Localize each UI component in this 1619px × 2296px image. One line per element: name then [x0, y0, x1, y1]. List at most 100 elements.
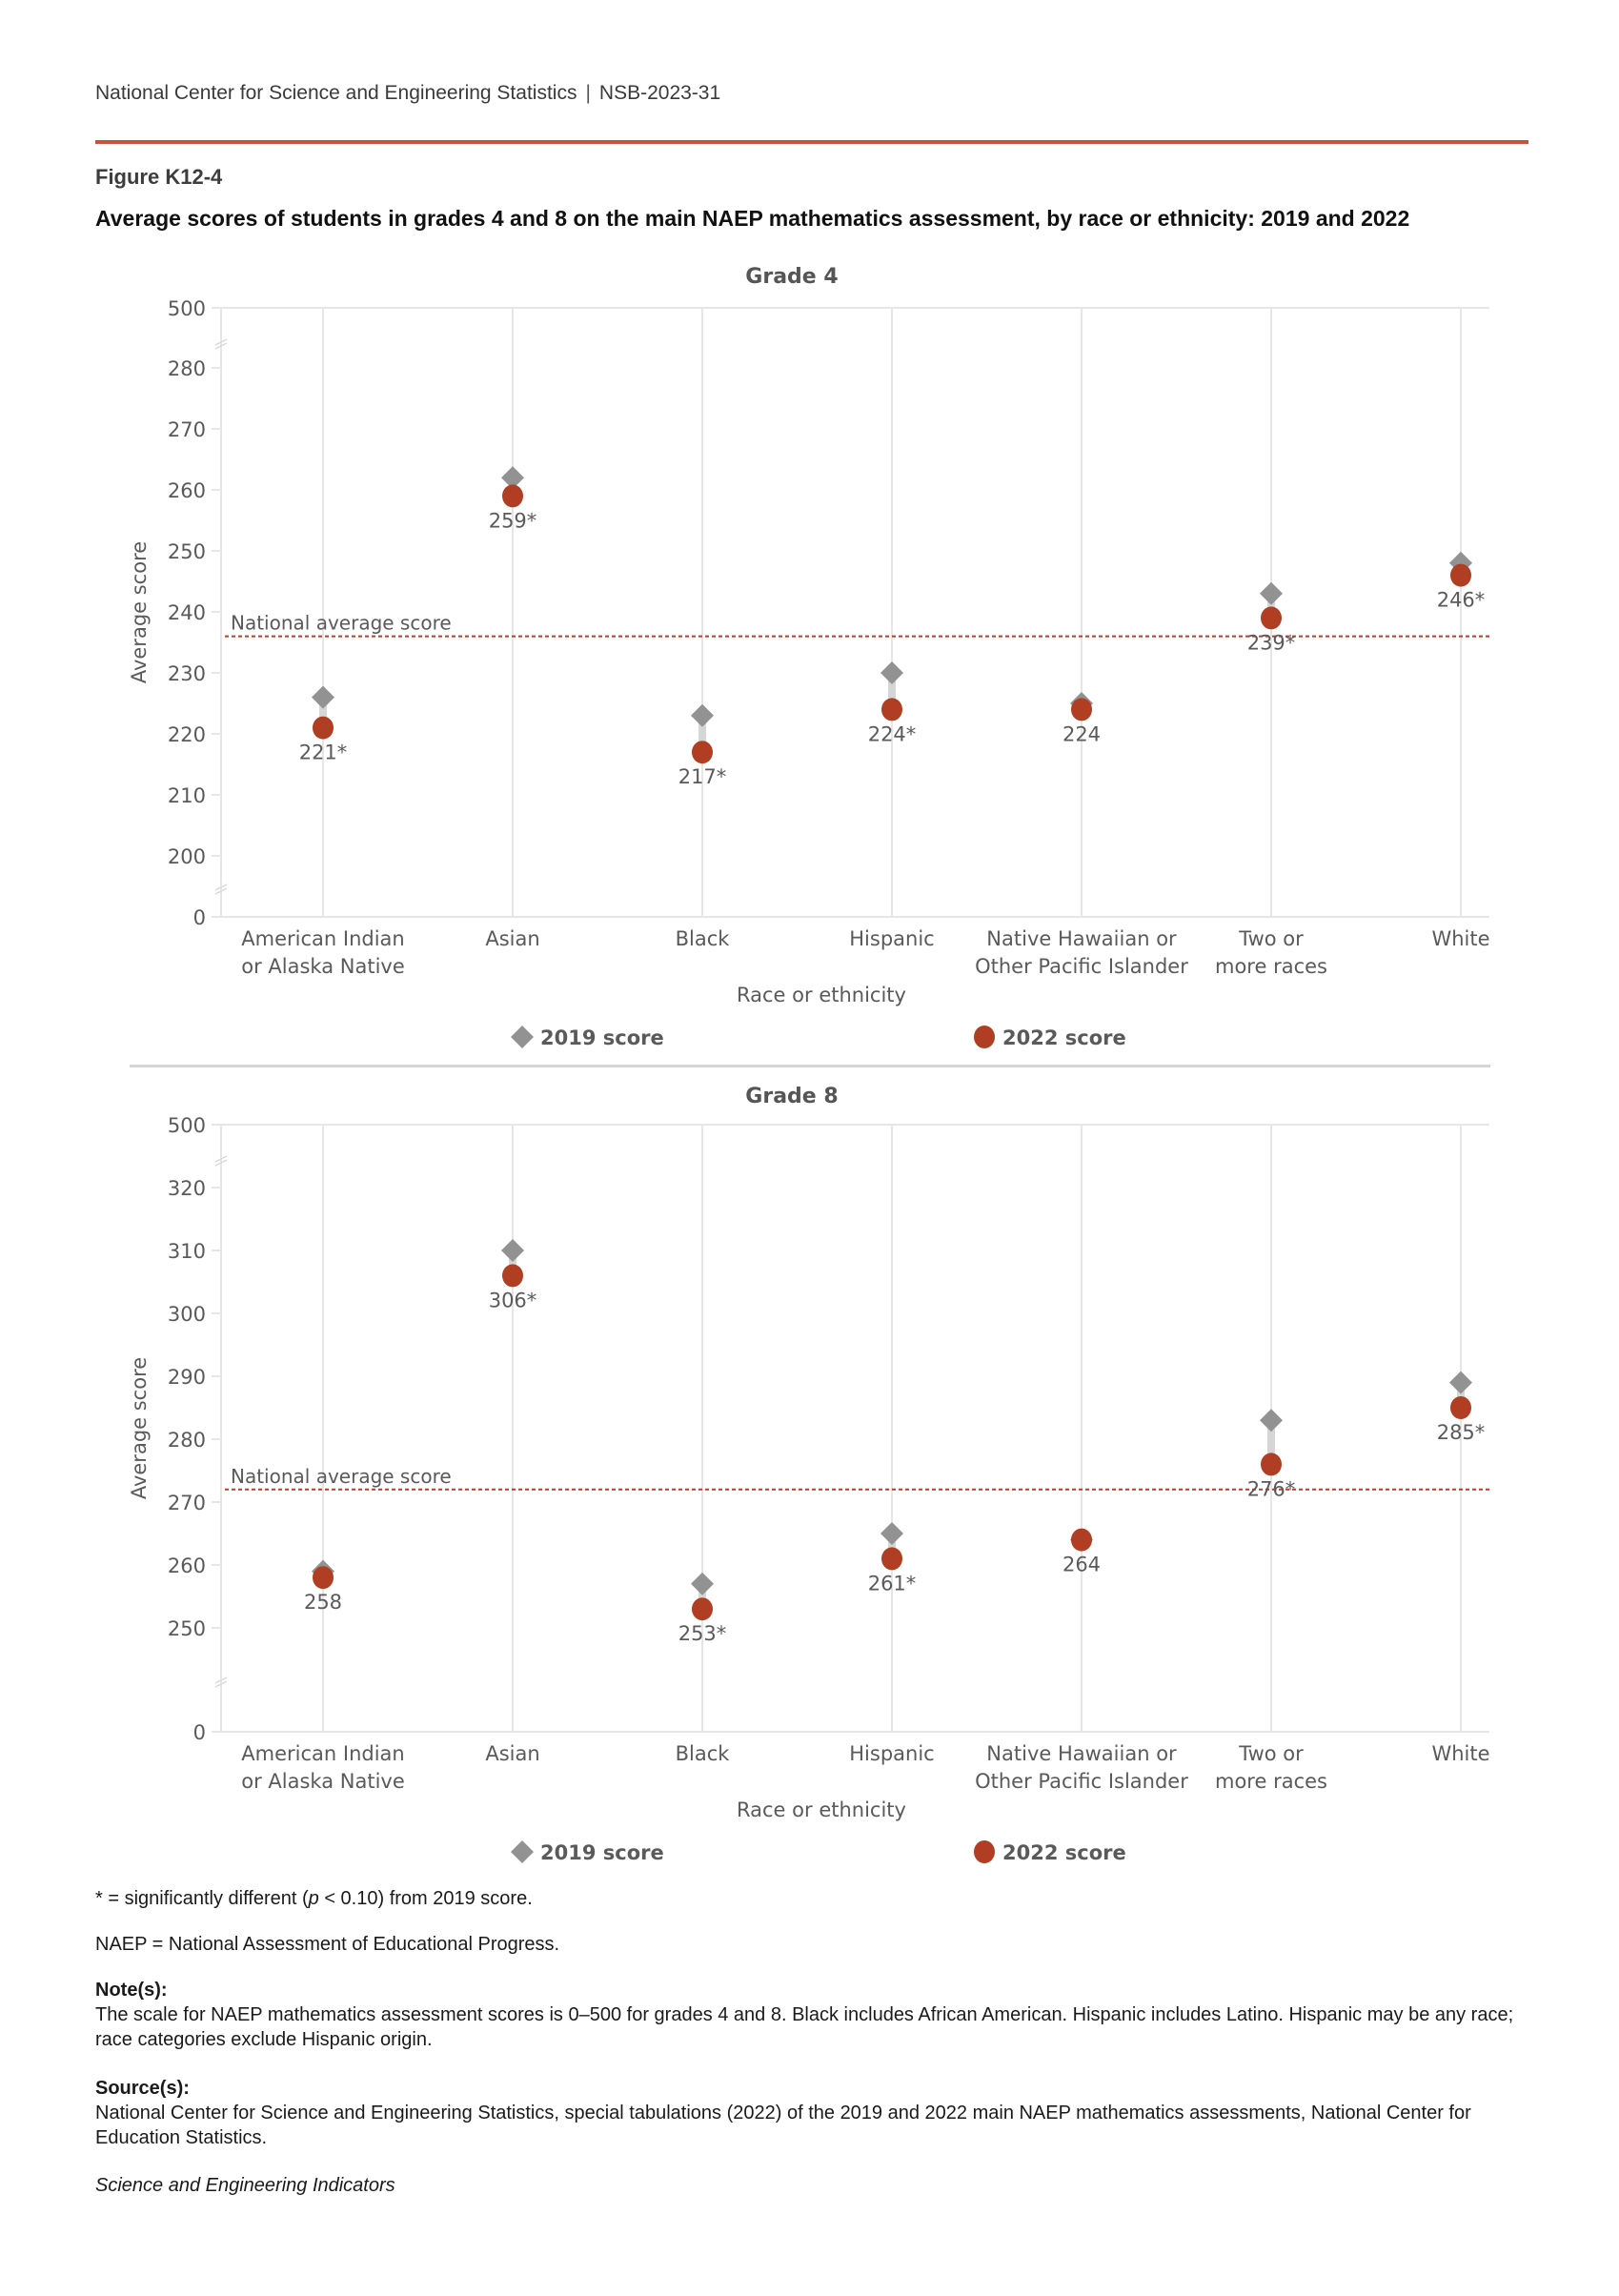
- marker-2019: [880, 1522, 903, 1545]
- y-tick-label: 290: [168, 1366, 206, 1389]
- legend-label-2019: 2019 score: [540, 1026, 664, 1049]
- figure-title: Average scores of students in grades 4 a…: [95, 206, 1410, 231]
- legend-label-2019: 2019 score: [540, 1841, 664, 1864]
- y-axis-title: Average score: [128, 541, 151, 683]
- data-label: 261*: [868, 1572, 917, 1595]
- marker-2022: [692, 741, 713, 764]
- data-label: 239*: [1247, 631, 1296, 654]
- publication-name: Science and Engineering Indicators: [95, 2175, 395, 2196]
- marker-2022: [502, 1264, 523, 1288]
- marker-2022: [502, 484, 523, 508]
- y-tick-label: 0: [193, 906, 206, 929]
- x-tick-label-line: Asian: [485, 927, 539, 950]
- marker-2022: [1450, 1396, 1471, 1419]
- y-tick-label: 200: [168, 845, 206, 868]
- x-tick-label-line: White: [1431, 1742, 1489, 1765]
- marker-2022: [881, 1547, 902, 1571]
- data-label: 276*: [1247, 1477, 1296, 1500]
- x-axis-title: Race or ethnicity: [737, 1798, 906, 1821]
- national-average-label: National average score: [231, 612, 452, 635]
- data-label: 221*: [299, 742, 348, 764]
- y-tick-label: 500: [168, 297, 206, 320]
- report-header: National Center for Science and Engineer…: [95, 82, 720, 105]
- x-tick-label-line: more races: [1215, 955, 1327, 978]
- data-label: 306*: [489, 1289, 537, 1311]
- chart-title: Grade 8: [745, 1085, 838, 1108]
- header-report-id: NSB-2023-31: [598, 82, 721, 104]
- x-tick-label-line: Hispanic: [849, 1742, 934, 1765]
- data-label: 258: [304, 1591, 342, 1614]
- x-tick-label: American Indian or Alaska Native: [241, 1742, 405, 1793]
- y-tick-label: 320: [168, 1177, 206, 1200]
- x-tick-label-line: or Alaska Native: [241, 955, 405, 978]
- header-separator: |: [585, 82, 591, 104]
- y-tick-label: 270: [168, 418, 206, 441]
- legend-label-2022: 2022 score: [1002, 1026, 1126, 1049]
- x-tick-label: Hispanic: [849, 927, 934, 950]
- abbreviation-note: NAEP = National Assessment of Educationa…: [95, 1934, 560, 1955]
- marker-2022: [1071, 1528, 1092, 1552]
- marker-2022: [692, 1597, 713, 1621]
- sources-heading: Source(s):: [95, 2078, 190, 2099]
- x-tick-label-line: Native Hawaiian or: [986, 927, 1177, 950]
- x-tick-label: Black: [676, 927, 731, 950]
- data-label: 253*: [678, 1622, 727, 1645]
- panel-divider: [130, 1065, 1490, 1067]
- x-axis-title: Race or ethnicity: [737, 984, 906, 1006]
- y-tick-label: 300: [168, 1303, 206, 1326]
- data-label: 264: [1062, 1554, 1101, 1576]
- sources-section: Source(s): National Center for Science a…: [95, 2076, 1544, 2150]
- marker-2019: [880, 661, 903, 684]
- marker-2022: [1071, 698, 1092, 721]
- marker-2019: [1260, 581, 1283, 605]
- data-label: 224: [1062, 722, 1101, 745]
- marker-2019: [691, 1572, 714, 1595]
- x-tick-label-line: American Indian: [241, 1742, 404, 1765]
- marker-2019: [501, 1239, 524, 1262]
- x-tick-label: American Indian or Alaska Native: [241, 927, 405, 978]
- data-label: 246*: [1437, 589, 1486, 612]
- axis-break-mark: [214, 887, 228, 895]
- legend-marker-2019: [511, 1026, 534, 1048]
- x-tick-label: Black: [676, 1742, 731, 1765]
- y-tick-label: 310: [168, 1240, 206, 1263]
- figure-label: Figure K12-4: [95, 165, 223, 189]
- marker-2022: [1261, 1453, 1282, 1476]
- marker-2019: [501, 466, 524, 490]
- y-axis-title: Average score: [128, 1357, 151, 1499]
- marker-2019: [1260, 1409, 1283, 1432]
- header-rule: [95, 140, 1528, 144]
- x-tick-label: Hispanic: [849, 1742, 934, 1765]
- y-tick-label: 250: [168, 540, 206, 563]
- data-label: 217*: [678, 765, 727, 788]
- data-label: 285*: [1437, 1421, 1486, 1444]
- marker-2019: [312, 685, 334, 709]
- y-tick-label: 220: [168, 723, 206, 746]
- marker-2022: [1261, 606, 1282, 630]
- significance-p: p: [308, 1888, 319, 1909]
- sources-body: National Center for Science and Engineer…: [95, 2103, 1471, 2148]
- notes-section: Note(s): The scale for NAEP mathematics …: [95, 1978, 1544, 2052]
- y-tick-label: 210: [168, 784, 206, 807]
- chart-grade-8: Grade 8 0 250 260 270 280 290 300 310 320 500 Avera…: [128, 1085, 1490, 1864]
- notes-heading: Note(s):: [95, 1980, 168, 2001]
- x-tick-label-line: or Alaska Native: [241, 1770, 405, 1793]
- notes-body: The scale for NAEP mathematics assessmen…: [95, 2004, 1514, 2050]
- y-tick-label: 260: [168, 479, 206, 502]
- marker-2022: [881, 698, 902, 721]
- marker-2019: [1449, 1371, 1472, 1394]
- y-tick-label: 280: [168, 1429, 206, 1452]
- marker-2019: [691, 703, 714, 727]
- x-tick-label-line: Two or: [1238, 927, 1304, 950]
- x-tick-label-line: Black: [676, 1742, 731, 1765]
- y-tick-label: 500: [168, 1114, 206, 1137]
- data-label: 259*: [489, 509, 537, 532]
- x-tick-label: Two or more races: [1215, 1742, 1327, 1793]
- y-tick-label: 250: [168, 1617, 206, 1640]
- axis-break-mark: [214, 1676, 228, 1684]
- x-tick-label-line: American Indian: [241, 927, 404, 950]
- significance-suffix: < 0.10) from 2019 score.: [318, 1888, 533, 1909]
- x-tick-label: Native Hawaiian or Other Pacific Islander: [975, 1742, 1188, 1793]
- y-tick-label: 270: [168, 1492, 206, 1514]
- x-tick-label-line: more races: [1215, 1770, 1327, 1793]
